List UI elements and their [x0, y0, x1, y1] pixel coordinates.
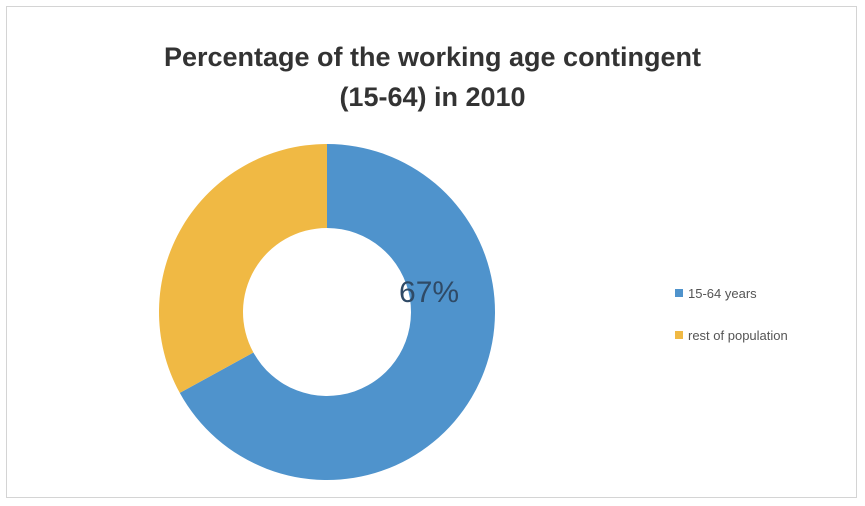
- chart-title-line-1: Percentage of the working age contingent: [163, 42, 702, 72]
- legend: 15-64 years rest of population: [675, 283, 788, 367]
- donut-chart: 67%: [158, 144, 495, 480]
- chart-title: Percentage of the working age contingent…: [7, 37, 858, 117]
- chart-frame: Percentage of the working age contingent…: [6, 6, 857, 498]
- donut-slice-working-age: [179, 144, 495, 480]
- legend-label-working-age: 15-64 years: [688, 285, 757, 301]
- data-label-working-age: 67%: [399, 276, 459, 309]
- chart-title-line-2: (15-64) in 2010: [339, 82, 526, 112]
- legend-swatch-working-age: [675, 289, 683, 297]
- legend-swatch-rest: [675, 331, 683, 339]
- legend-item-rest: rest of population: [675, 325, 788, 345]
- legend-label-rest: rest of population: [688, 327, 788, 343]
- legend-item-working-age: 15-64 years: [675, 283, 788, 303]
- donut-slice-rest: [158, 144, 327, 393]
